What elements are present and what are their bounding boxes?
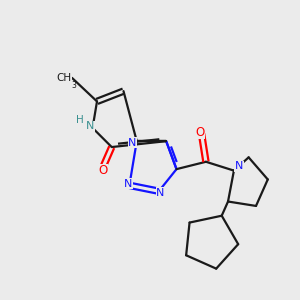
Text: N: N bbox=[124, 179, 132, 189]
Text: CH: CH bbox=[57, 73, 72, 83]
Text: N: N bbox=[156, 188, 164, 198]
Text: 3: 3 bbox=[71, 81, 76, 90]
Text: N: N bbox=[86, 122, 94, 131]
Text: H: H bbox=[76, 115, 84, 125]
Text: O: O bbox=[98, 164, 107, 177]
Text: O: O bbox=[195, 126, 205, 139]
Text: N: N bbox=[128, 138, 136, 148]
Text: N: N bbox=[235, 161, 243, 171]
